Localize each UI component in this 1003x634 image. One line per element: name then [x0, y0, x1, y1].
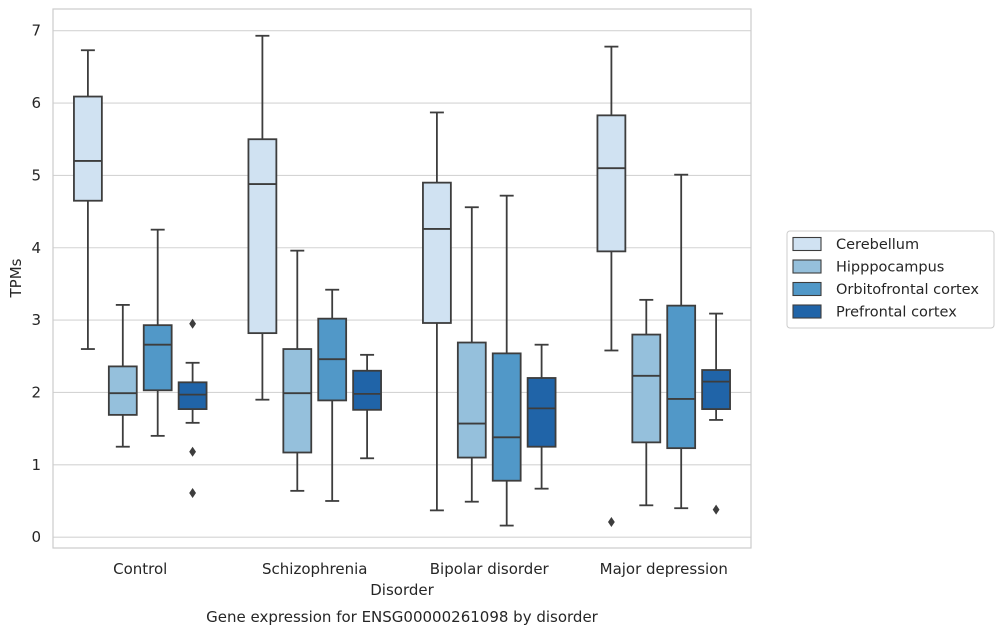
chart-caption: Gene expression for ENSG00000261098 by d… — [206, 608, 599, 626]
box-group — [352, 353, 382, 460]
box — [422, 181, 452, 324]
box-group — [631, 298, 662, 507]
box-group — [247, 34, 278, 401]
box-group — [317, 288, 348, 502]
box — [177, 381, 208, 410]
box-group — [701, 312, 731, 515]
y-tick-label: 4 — [31, 239, 41, 257]
plot-frame — [52, 8, 752, 549]
box-groups — [73, 34, 731, 527]
x-tick-label: Bipolar disorder — [430, 560, 550, 578]
legend-item: Orbitofrontal cortex — [792, 281, 979, 298]
legend-swatch — [792, 236, 822, 252]
box-group — [107, 304, 138, 448]
box — [491, 352, 522, 482]
box-group — [177, 318, 208, 499]
box — [282, 348, 313, 454]
box-group — [422, 111, 452, 512]
grid-lines — [53, 30, 751, 538]
box-group — [73, 49, 103, 350]
legend-label: Cerebellum — [836, 237, 919, 253]
box — [142, 324, 173, 392]
legend-label: Hipppocampus — [836, 260, 944, 276]
legend-item: Hipppocampus — [792, 259, 944, 276]
box — [526, 377, 557, 448]
box — [352, 369, 382, 411]
outlier-point — [608, 516, 615, 527]
box-group — [526, 343, 557, 490]
box — [666, 304, 697, 450]
y-tick-label: 0 — [31, 528, 41, 546]
x-tick-label: Schizophrenia — [262, 560, 367, 578]
box-group — [282, 249, 313, 492]
legend: Cerebellum Hipppocampus Orbitofrontal cort… — [786, 230, 995, 329]
y-tick-label: 7 — [31, 22, 41, 40]
outlier-point — [189, 446, 196, 457]
box — [456, 341, 487, 459]
legend-label: Orbitofrontal cortex — [836, 282, 979, 298]
legend-frame — [786, 230, 995, 329]
box — [596, 114, 627, 253]
y-axis-title: TPMs — [7, 258, 25, 298]
legend-swatch — [792, 281, 822, 297]
y-tick-label: 1 — [31, 456, 41, 474]
y-tick-label: 3 — [31, 311, 41, 329]
box-group — [666, 173, 697, 510]
y-axis-ticks: 0 1 2 3 4 5 6 7 — [31, 22, 41, 546]
outlier-point — [189, 318, 196, 329]
legend-item: Prefrontal cortex — [792, 304, 957, 321]
y-tick-label: 5 — [31, 166, 41, 184]
legend-item: Cerebellum — [792, 236, 919, 253]
box — [701, 369, 731, 410]
x-tick-label: Control — [113, 560, 167, 578]
outlier-point — [712, 504, 720, 515]
box — [631, 333, 662, 444]
x-tick-label: Major depression — [600, 560, 728, 578]
box — [247, 138, 278, 335]
box-group — [456, 206, 487, 503]
legend-swatch — [792, 259, 822, 274]
x-axis-title: Disorder — [370, 581, 434, 599]
box — [107, 365, 138, 416]
box-group — [142, 228, 173, 437]
legend-label: Prefrontal cortex — [836, 305, 957, 321]
box-group — [596, 45, 627, 527]
box-group — [491, 194, 522, 527]
outlier-point — [189, 488, 196, 499]
y-tick-label: 2 — [31, 383, 41, 401]
y-tick-label: 6 — [31, 94, 41, 112]
x-axis-ticks: Control Schizophrenia Bipolar disorder Majo… — [113, 560, 728, 578]
box — [73, 95, 103, 202]
legend-swatch — [792, 304, 822, 319]
